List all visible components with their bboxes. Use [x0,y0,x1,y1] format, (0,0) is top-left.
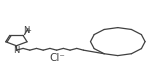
Text: Cl⁻: Cl⁻ [49,53,65,63]
Text: +: + [25,28,31,34]
Text: N: N [23,26,30,35]
Text: N: N [13,46,20,55]
